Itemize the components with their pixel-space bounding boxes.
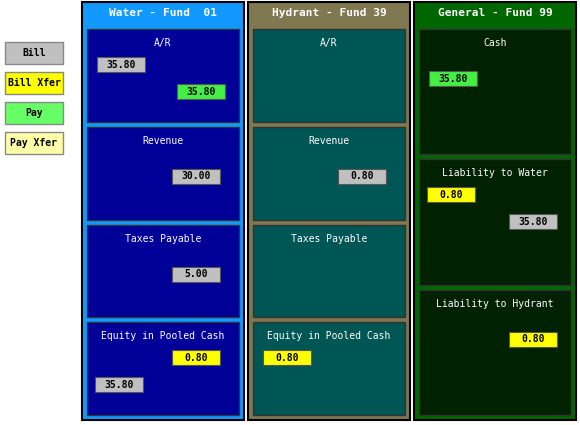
- Bar: [177, 84, 225, 99]
- Bar: [5, 42, 63, 64]
- Bar: [429, 71, 477, 86]
- Bar: [338, 169, 386, 184]
- Bar: [263, 350, 311, 365]
- Bar: [253, 322, 405, 415]
- Text: Revenue: Revenue: [309, 136, 350, 146]
- Bar: [253, 29, 405, 122]
- Bar: [427, 187, 475, 202]
- Bar: [253, 224, 405, 317]
- Text: Liability to Water: Liability to Water: [442, 168, 548, 178]
- Bar: [87, 29, 239, 122]
- Text: 35.80: 35.80: [186, 87, 216, 96]
- Text: A/R: A/R: [154, 38, 172, 48]
- Bar: [172, 169, 220, 184]
- Text: Revenue: Revenue: [143, 136, 183, 146]
- Text: Taxes Payable: Taxes Payable: [125, 233, 201, 244]
- Text: Water - Fund  01: Water - Fund 01: [109, 8, 217, 18]
- Text: 0.80: 0.80: [521, 334, 545, 344]
- Text: Liability to Hydrant: Liability to Hydrant: [436, 299, 554, 309]
- Bar: [5, 72, 63, 94]
- Text: Equity in Pooled Cash: Equity in Pooled Cash: [102, 331, 224, 341]
- Bar: [87, 127, 239, 219]
- Bar: [172, 266, 220, 281]
- Text: 30.00: 30.00: [182, 171, 211, 181]
- Bar: [5, 102, 63, 124]
- Text: 35.80: 35.80: [106, 60, 136, 70]
- Text: General - Fund 99: General - Fund 99: [438, 8, 552, 18]
- Bar: [419, 159, 571, 285]
- Bar: [509, 332, 557, 347]
- Text: Taxes Payable: Taxes Payable: [291, 233, 367, 244]
- Text: Equity in Pooled Cash: Equity in Pooled Cash: [267, 331, 391, 341]
- Bar: [5, 132, 63, 154]
- Bar: [87, 322, 239, 415]
- Text: Hydrant - Fund 39: Hydrant - Fund 39: [271, 8, 386, 18]
- Text: 35.80: 35.80: [438, 74, 467, 83]
- Text: 0.80: 0.80: [350, 171, 374, 181]
- Text: Bill Xfer: Bill Xfer: [8, 78, 60, 88]
- Bar: [248, 2, 410, 420]
- Text: 0.80: 0.80: [276, 353, 299, 363]
- Bar: [87, 224, 239, 317]
- Text: Pay Xfer: Pay Xfer: [10, 138, 57, 148]
- Bar: [253, 127, 405, 219]
- Bar: [509, 214, 557, 230]
- Text: 35.80: 35.80: [519, 217, 548, 227]
- Text: 0.80: 0.80: [184, 353, 208, 363]
- Bar: [419, 29, 571, 154]
- Bar: [97, 57, 145, 72]
- Text: Cash: Cash: [483, 38, 507, 48]
- Text: 5.00: 5.00: [184, 269, 208, 279]
- Text: 0.80: 0.80: [439, 190, 463, 200]
- Bar: [172, 350, 220, 365]
- Text: Pay: Pay: [25, 108, 43, 118]
- Text: Bill: Bill: [22, 48, 46, 58]
- Bar: [82, 2, 244, 420]
- Text: A/R: A/R: [320, 38, 338, 48]
- Bar: [419, 290, 571, 415]
- Bar: [414, 2, 576, 420]
- Text: 35.80: 35.80: [104, 380, 133, 390]
- Bar: [95, 377, 143, 392]
